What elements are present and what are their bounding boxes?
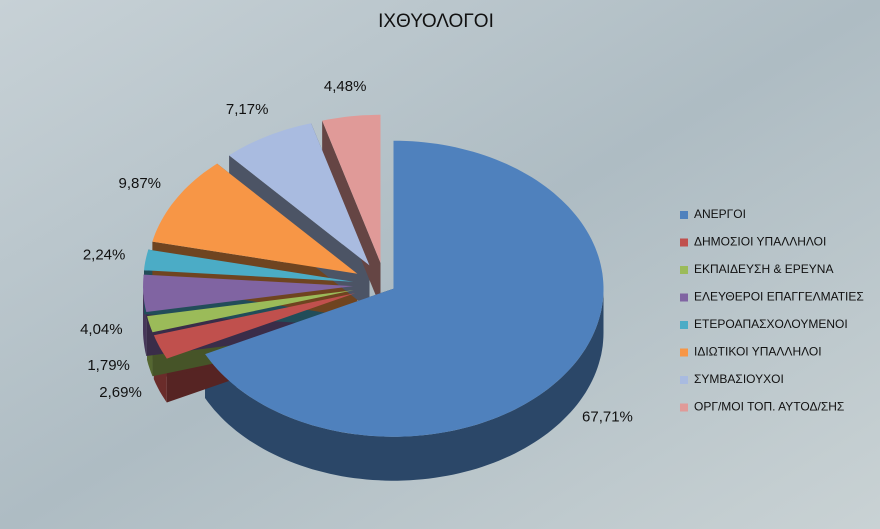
slice [205, 140, 604, 437]
slice [322, 114, 381, 263]
slice [144, 249, 354, 282]
slice [229, 123, 370, 266]
legend-swatch [680, 211, 688, 219]
pie-tops [143, 114, 604, 437]
slice [147, 290, 354, 333]
data-label: 67,71% [582, 409, 633, 426]
data-label: 9,87% [118, 175, 161, 192]
legend-label: ΕΛΕΥΘΕΡΟΙ ΕΠΑΓΓΕΛΜΑΤΙΕΣ [694, 290, 864, 304]
data-label: 4,48% [324, 78, 367, 95]
slice-wall [143, 286, 147, 356]
legend: ΑΝΕΡΓΟΙ ΔΗΜΟΣΙΟΙ ΥΠΑΛΛΗΛΟΙ ΕΚΠΑΙΔΕΥΣΗ & ΕΡ… [680, 207, 864, 414]
legend-label: ΕΚΠΑΙΔΕΥΣΗ & ΕΡΕΥΝΑ [694, 262, 833, 276]
data-label: 7,17% [226, 101, 269, 118]
legend-label: ΑΝΕΡΓΟΙ [694, 207, 746, 221]
legend-label: ΟΡΓ/ΜΟΙ ΤΟΠ. ΑΥΤΟΔ/ΣΗΣ [694, 400, 844, 414]
data-label: 4,04% [80, 321, 123, 338]
legend-swatch [680, 293, 688, 302]
legend-label: ΙΔΙΩΤΙΚΟΙ ΥΠΑΛΛΗΛΟΙ [694, 345, 822, 359]
legend-swatch [680, 266, 688, 274]
chart-title: ΙΧΘΥΟΛΟΓΟΙ [378, 11, 494, 32]
slice [143, 274, 354, 312]
data-label: 1,79% [87, 357, 130, 374]
labels: 67,71% 2,69% 1,79% 4,04% 2,24% 9,87% 7,17% 4,48… [80, 78, 633, 426]
legend-label: ΕΤΕΡΟΑΠΑΣΧΟΛΟΥΜΕΝΟΙ [694, 317, 848, 331]
legend-swatch [680, 238, 688, 247]
slice-wall [205, 288, 604, 481]
data-label: 2,69% [99, 384, 142, 401]
legend-swatch [680, 376, 688, 384]
slice [153, 293, 356, 359]
data-label: 2,24% [83, 246, 126, 263]
slice [152, 163, 358, 274]
legend-label: ΣΥΜΒΑΣΙΟΥΧΟΙ [694, 372, 784, 386]
legend-label: ΔΗΜΟΣΙΟΙ ΥΠΑΛΛΗΛΟΙ [694, 235, 826, 249]
legend-swatch [680, 403, 688, 412]
legend-swatch [680, 348, 688, 357]
legend-swatch [680, 321, 688, 329]
